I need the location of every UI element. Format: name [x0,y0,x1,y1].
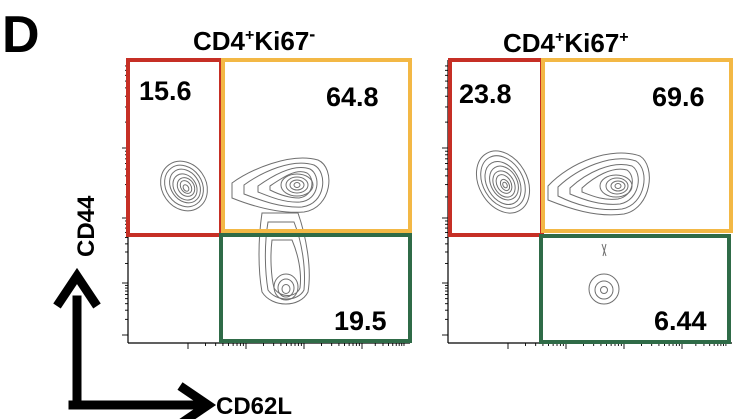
plot-1-title-sup1: + [245,27,254,44]
plot-2-title-sup2: + [619,29,628,46]
plot-1-title-mid: Ki67 [254,26,309,56]
plot-2-y-ticks [442,65,448,336]
plot-1-cluster-lower-right [258,212,310,305]
plot-2-gate-bottom-right-value: 6.44 [654,306,707,336]
x-axis-label: CD62L [216,393,292,419]
panel-letter: D [2,6,40,64]
plot-2: 23.8 69.6 6.44 [442,58,733,349]
plot-1-title: CD4+Ki67- [193,24,315,56]
plot-2-gate-bottom-right [539,234,731,344]
y-arrow-head-icon [53,267,101,309]
plot-2-gate-top-left-value: 23.8 [459,79,512,109]
plot-2-gate-top-right-value: 69.6 [652,82,705,112]
orientation-arrows [53,267,217,419]
plot-1-gate-top-right-value: 64.8 [326,82,379,112]
plot-1: 15.6 64.8 19.5 [122,58,412,349]
plot-1-contours [160,157,330,305]
plot-1-title-sup2: - [309,24,315,44]
plot-2-cluster-upper-right [547,152,650,216]
plot-1-gate-top-right [221,58,412,233]
plot-2-title-main: CD4 [503,28,556,58]
plot-1-cluster-upper-right [231,157,330,213]
plot-2-title-sup1: + [555,29,564,46]
y-axis-label: CD44 [73,195,100,257]
plot-1-gate-bottom-right [219,233,412,343]
plot-1-gate-top-left-value: 15.6 [139,76,192,106]
plot-2-title: CD4+Ki67+ [503,28,629,58]
x-arrow-head-icon [177,382,217,419]
plot-1-gate-bottom-right-value: 19.5 [334,306,387,336]
plot-1-title-main: CD4 [193,26,246,56]
plot-2-cluster-lower-right [588,243,620,305]
plot-2-gate-top-right [541,58,733,233]
plot-1-cluster-left [160,160,208,212]
plot-2-title-mid: Ki67 [564,28,619,58]
plot-2-cluster-left [475,150,531,214]
plot-1-x-ticks [187,343,405,349]
plot-2-contours [475,150,650,305]
